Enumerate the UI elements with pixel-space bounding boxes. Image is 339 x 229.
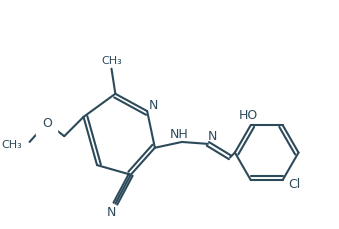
Text: N: N <box>149 98 159 111</box>
Text: O: O <box>42 117 52 130</box>
Text: Cl: Cl <box>288 178 300 191</box>
Text: NH: NH <box>170 127 188 140</box>
Text: CH₃: CH₃ <box>101 56 122 66</box>
Text: HO: HO <box>239 109 259 121</box>
Text: CH₃: CH₃ <box>1 139 22 149</box>
Text: N: N <box>208 129 217 142</box>
Text: N: N <box>107 205 116 218</box>
